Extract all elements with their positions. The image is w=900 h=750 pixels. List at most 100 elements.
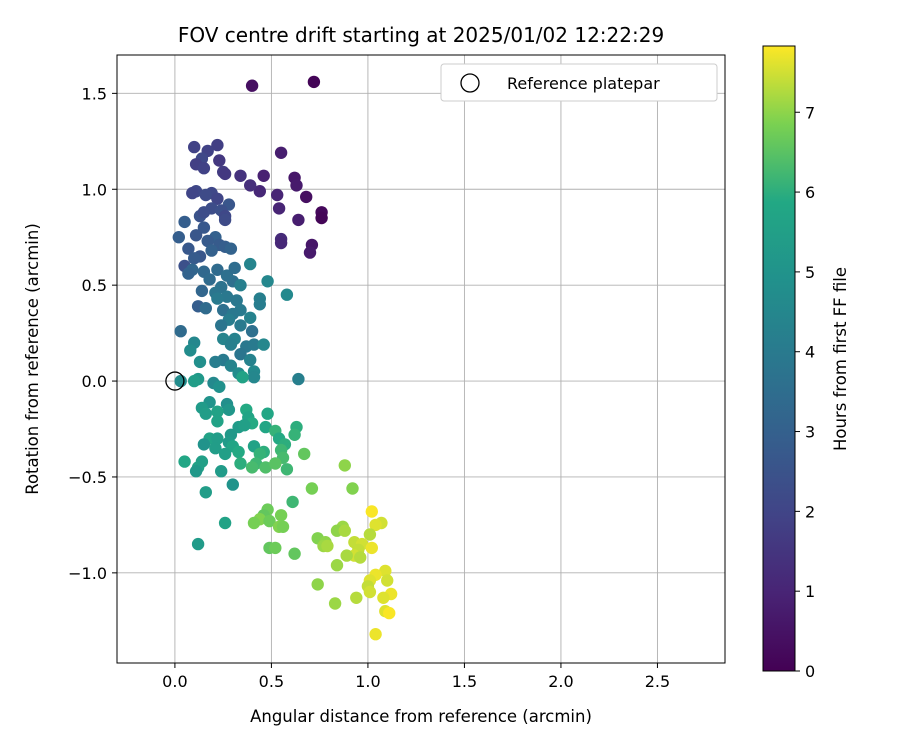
- scatter-point: [197, 221, 211, 234]
- scatter-point: [191, 537, 205, 551]
- chart-title: FOV centre drift starting at 2025/01/02 …: [178, 23, 664, 47]
- scatter-point: [224, 338, 238, 351]
- scatter-point: [365, 541, 378, 555]
- scatter-point: [189, 465, 203, 478]
- scatter-point: [245, 79, 259, 92]
- scatter-point: [174, 325, 187, 338]
- colorbar: 0 1 2 3 4 5 6 7 Hours from first FF file: [762, 45, 850, 681]
- y-tick-label: 1.0: [82, 180, 107, 199]
- scatter-point: [259, 461, 272, 474]
- scatter-point: [274, 509, 288, 522]
- scatter-point: [217, 303, 230, 317]
- scatter-point: [197, 206, 211, 219]
- scatter-point: [274, 236, 288, 250]
- x-axis-label: Angular distance from reference (arcmin): [250, 707, 592, 726]
- scatter-point: [244, 353, 257, 367]
- scatter-point: [218, 167, 232, 181]
- scatter-point: [369, 518, 382, 532]
- colorbar-tick-label: 4: [805, 343, 815, 362]
- scatter-point: [189, 229, 203, 242]
- y-axis-label: Rotation from reference (arcmin): [23, 223, 42, 495]
- y-tick-label: −1.0: [68, 564, 107, 583]
- scatter-point: [350, 591, 363, 604]
- scatter-point: [257, 338, 270, 351]
- y-axis: −1.0 −0.5 0.0 0.5 1.0 1.5: [68, 84, 117, 583]
- scatter-point: [234, 348, 247, 361]
- scatter-point: [286, 495, 299, 509]
- scatter-point: [172, 231, 185, 244]
- scatter-point: [211, 292, 224, 305]
- scatter-point: [280, 463, 294, 476]
- scatter-point: [245, 461, 259, 474]
- colorbar-tick-label: 3: [805, 423, 815, 442]
- x-tick-label: 0.5: [259, 672, 284, 691]
- scatter-point: [188, 252, 201, 265]
- y-tick-label: 0.5: [82, 276, 107, 295]
- scatter-point: [211, 405, 224, 418]
- scatter-point: [379, 564, 392, 578]
- scatter-point: [218, 516, 232, 530]
- scatter-point: [311, 578, 324, 591]
- scatter-point: [247, 516, 261, 530]
- scatter-point: [234, 279, 247, 292]
- scatter-point: [274, 146, 288, 159]
- x-tick-label: 0.0: [162, 672, 187, 691]
- colorbar-tick-label: 2: [805, 502, 815, 521]
- scatter-point: [178, 455, 191, 468]
- y-tick-label: −0.5: [68, 468, 107, 487]
- scatter-point: [182, 267, 195, 280]
- legend-box: [440, 63, 718, 102]
- scatter-point: [280, 288, 294, 301]
- scatter-point: [232, 445, 245, 459]
- reference-platepar-marker: [165, 371, 185, 391]
- scatter-point: [303, 246, 317, 259]
- scatter-point: [195, 455, 209, 468]
- scatter-point: [253, 298, 266, 311]
- scatter-point: [228, 261, 241, 275]
- scatter-point: [211, 432, 224, 445]
- scatter-point: [213, 154, 226, 167]
- scatter-point: [201, 234, 214, 248]
- scatter-point: [307, 75, 321, 89]
- scatter-point: [354, 551, 367, 564]
- colorbar-tick-label: 5: [805, 263, 815, 282]
- scatter-point: [203, 273, 216, 286]
- scatter-point: [215, 465, 228, 478]
- scatter-point: [199, 486, 212, 499]
- scatter-point: [218, 447, 232, 461]
- scatter-point: [363, 528, 377, 541]
- scatter-point: [321, 539, 334, 553]
- scatter-point: [315, 211, 328, 225]
- scatter-point: [184, 344, 197, 357]
- scatter-point: [238, 419, 251, 432]
- scatter-point: [213, 380, 226, 393]
- scatter-point: [338, 524, 351, 537]
- scatter-point: [269, 457, 282, 470]
- scatter-point: [211, 263, 224, 276]
- scatter-point: [211, 415, 224, 428]
- scatter-point: [338, 459, 351, 472]
- legend-marker-icon: [460, 73, 480, 93]
- scatter-point: [328, 597, 342, 610]
- scatter-point: [244, 179, 257, 192]
- plot-frame: [116, 54, 726, 664]
- scatter-point: [209, 442, 222, 455]
- scatter-point: [226, 478, 239, 491]
- scatter-point: [290, 179, 303, 192]
- colorbar-tick-label: 1: [805, 582, 815, 601]
- scatter-point: [224, 359, 238, 372]
- colorbar-gradient: [762, 45, 796, 672]
- scatter-point: [199, 302, 212, 315]
- scatter-point: [253, 185, 266, 198]
- scatter-point: [211, 192, 224, 205]
- scatter-point: [244, 257, 257, 271]
- scatter-point: [269, 541, 282, 555]
- scatter-point: [209, 355, 222, 369]
- scatter-point: [197, 438, 211, 451]
- legend: Reference platepar: [440, 63, 718, 102]
- colorbar-tick-label: 7: [805, 103, 815, 122]
- x-tick-label: 2.5: [645, 672, 670, 691]
- scatter-point: [292, 372, 305, 386]
- scatter-point: [340, 549, 353, 562]
